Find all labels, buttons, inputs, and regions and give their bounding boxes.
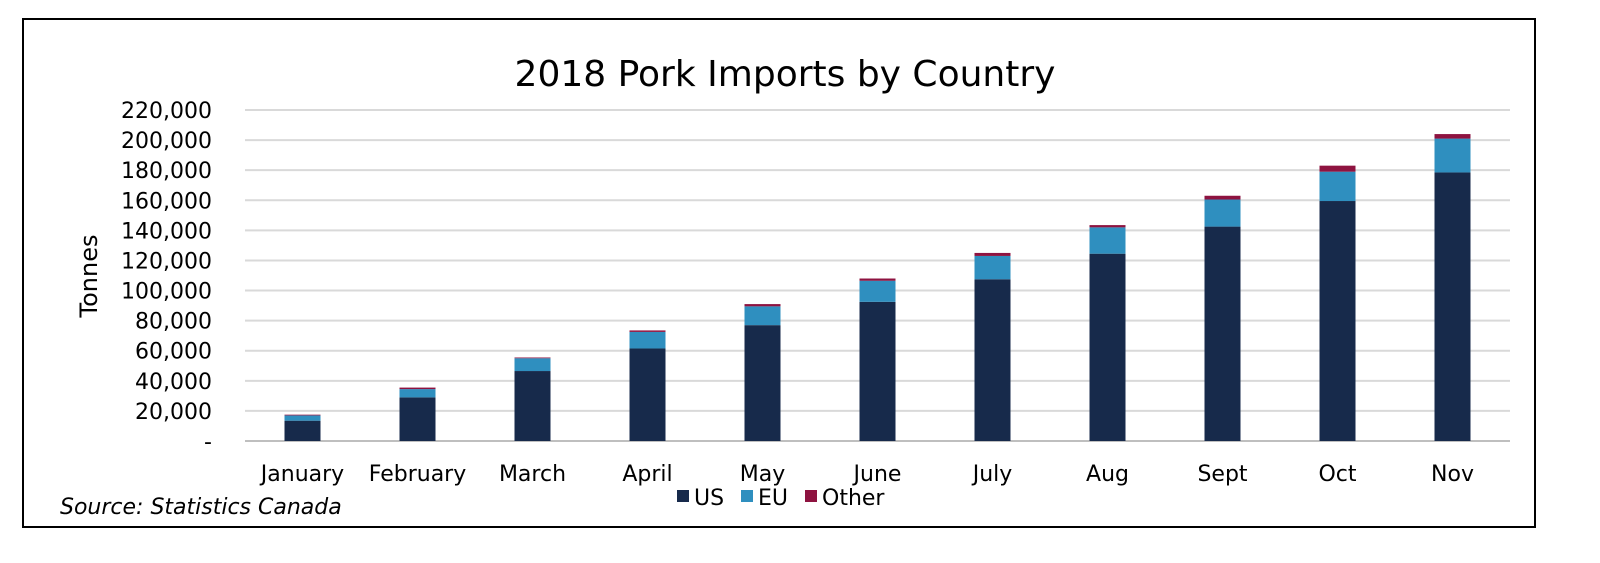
bar-other-june — [859, 278, 896, 281]
x-tick-label: April — [622, 462, 672, 487]
bar-us-may — [744, 325, 781, 441]
y-tick-label: 20,000 — [135, 400, 212, 425]
y-tick-label: 40,000 — [135, 370, 212, 395]
y-tick-label: 180,000 — [121, 159, 212, 184]
bar-us-june — [859, 301, 896, 441]
x-tick-label: May — [740, 462, 785, 487]
y-tick-labels: - 20,000 40,000 60,000 80,000 100,000 120,000 1… — [121, 99, 212, 455]
x-tick-label: Aug — [1086, 462, 1129, 487]
chart-title: 2018 Pork Imports by Country — [515, 54, 1056, 95]
x-tick-labels: January February March April May June July Aug S… — [259, 462, 1474, 487]
legend: US EU Other — [677, 486, 885, 511]
bar-us-march — [514, 371, 551, 441]
y-tick-label: 220,000 — [121, 99, 212, 124]
y-tick-label: 140,000 — [121, 219, 212, 244]
bar-us-oct — [1319, 201, 1356, 441]
y-axis-label: Tonnes — [75, 235, 103, 319]
bar-other-january — [284, 414, 321, 416]
bar-us-sept — [1204, 226, 1241, 441]
legend-label-other: Other — [822, 486, 885, 511]
x-tick-label: February — [369, 462, 467, 487]
bars — [284, 134, 1471, 441]
bar-eu-nov — [1434, 138, 1471, 173]
bar-eu-march — [514, 358, 551, 372]
bar-other-oct — [1319, 165, 1356, 172]
x-tick-label: Sept — [1197, 462, 1247, 487]
bar-eu-aug — [1089, 227, 1126, 254]
bar-other-february — [399, 387, 436, 390]
bar-other-march — [514, 357, 551, 359]
x-tick-label: March — [499, 462, 566, 487]
bar-other-aug — [1089, 225, 1126, 228]
x-tick-label: Oct — [1318, 462, 1356, 487]
y-tick-label: 80,000 — [135, 310, 212, 335]
bar-us-april — [629, 348, 666, 441]
bar-other-sept — [1204, 195, 1241, 200]
bar-us-february — [399, 397, 436, 441]
bar-us-january — [284, 420, 321, 441]
bar-other-may — [744, 304, 781, 307]
bar-other-nov — [1434, 134, 1471, 139]
bar-us-nov — [1434, 172, 1471, 441]
gridlines — [245, 109, 1510, 442]
legend-label-us: US — [694, 486, 724, 511]
y-tick-label: 160,000 — [121, 189, 212, 214]
legend-swatch-eu — [741, 490, 753, 502]
source-note: Source: Statistics Canada — [60, 495, 342, 520]
bar-other-april — [629, 330, 666, 332]
x-tick-label: January — [259, 462, 344, 487]
legend-swatch-other — [805, 490, 817, 502]
x-tick-label: Nov — [1431, 462, 1474, 487]
bar-us-july — [974, 279, 1011, 441]
x-tick-label: July — [971, 462, 1013, 487]
bar-eu-july — [974, 255, 1011, 280]
y-tick-label: 200,000 — [121, 129, 212, 154]
bar-other-july — [974, 252, 1011, 256]
bar-eu-february — [399, 389, 436, 398]
legend-label-eu: EU — [758, 486, 788, 511]
bar-eu-oct — [1319, 171, 1356, 202]
bar-eu-may — [744, 306, 781, 326]
x-tick-label: June — [852, 462, 902, 487]
bar-eu-january — [284, 415, 321, 421]
bar-us-aug — [1089, 253, 1126, 441]
chart-frame — [22, 18, 1536, 528]
legend-swatch-us — [677, 490, 689, 502]
y-tick-label: 100,000 — [121, 280, 212, 305]
y-tick-label: - — [204, 430, 212, 455]
bar-eu-april — [629, 331, 666, 349]
y-tick-label: 60,000 — [135, 340, 212, 365]
bar-eu-sept — [1204, 199, 1241, 227]
y-tick-label: 120,000 — [121, 249, 212, 274]
bar-eu-june — [859, 280, 896, 302]
